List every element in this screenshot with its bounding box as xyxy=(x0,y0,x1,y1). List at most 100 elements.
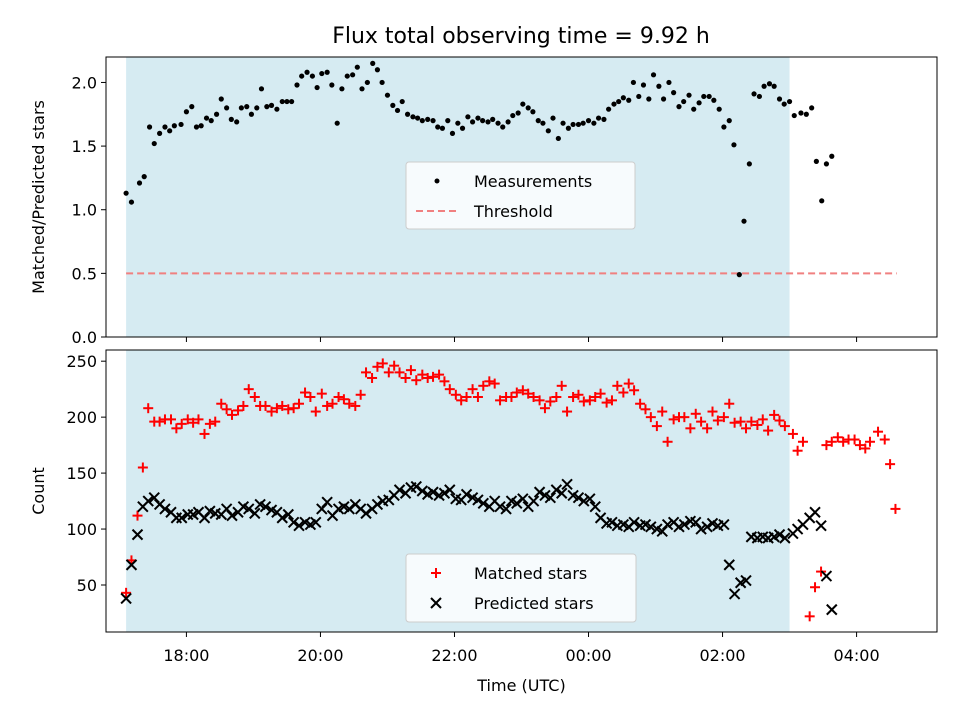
matched-star-point xyxy=(243,384,254,395)
predicted-star-point-b xyxy=(271,506,283,518)
predicted-star-point-b xyxy=(820,570,833,582)
matched-star-point xyxy=(377,358,388,369)
matched-star-point xyxy=(792,445,803,456)
measurement-point xyxy=(213,111,220,117)
matched-star-point xyxy=(132,510,143,521)
predicted-star-point-b xyxy=(321,496,333,508)
predicted-star-point-b xyxy=(779,532,791,544)
measurement-point xyxy=(289,98,295,105)
measurement-point xyxy=(656,83,662,89)
matched-star-point xyxy=(226,409,237,420)
predicted-star-point-b xyxy=(259,500,272,513)
predicted-star-point-b xyxy=(371,498,384,511)
measurement-point xyxy=(640,82,647,88)
predicted-star-point-b xyxy=(220,503,233,515)
matched-star-point xyxy=(849,434,860,445)
predicted-star-point-b xyxy=(165,506,177,518)
predicted-star-point-b xyxy=(120,592,132,605)
matched-star-point xyxy=(595,388,606,399)
measurement-point xyxy=(660,96,667,102)
matched-star-point xyxy=(804,611,815,622)
measurement-point xyxy=(485,119,491,125)
predicted-star-point xyxy=(645,521,657,533)
predicted-star-point-b xyxy=(282,508,294,521)
matched-star-point xyxy=(545,396,556,407)
matched-star-point xyxy=(467,384,478,395)
measurement-point xyxy=(646,96,652,102)
predicted-star-point-b xyxy=(701,521,713,533)
predicted-star-point xyxy=(293,519,305,532)
measurement-point xyxy=(798,110,804,116)
legend-x-marker xyxy=(430,597,442,609)
measurement-point xyxy=(167,128,173,134)
matched-star-point xyxy=(456,395,467,406)
legend-marker-measurements xyxy=(434,178,440,184)
matched-star-point xyxy=(260,400,271,411)
matched-star-point xyxy=(635,398,646,409)
matched-star-point xyxy=(769,409,780,420)
predicted-star-point-b xyxy=(243,503,255,515)
predicted-star-point-b xyxy=(237,500,250,513)
measurement-point xyxy=(706,93,712,100)
matched-star-point xyxy=(685,423,696,434)
predicted-star-point-b xyxy=(249,507,261,520)
x-tick-label: 20:00 xyxy=(297,646,343,665)
predicted-star-point-b xyxy=(517,493,529,505)
measurement-point xyxy=(264,104,270,110)
legend-label-measurements: Measurements xyxy=(474,172,592,191)
matched-star-point xyxy=(188,417,199,428)
matched-star-point xyxy=(171,423,182,434)
predicted-star-point-b xyxy=(606,516,618,529)
matched-star-point xyxy=(779,421,790,432)
predicted-star-point xyxy=(740,574,752,587)
predicted-star-point-b xyxy=(472,494,484,506)
predicted-star-point-b xyxy=(740,574,752,587)
predicted-star-point-b xyxy=(561,478,573,490)
predicted-star-point xyxy=(259,500,272,513)
legend-marker-predicted-stars xyxy=(430,597,442,609)
predicted-star-point xyxy=(393,484,406,496)
matched-star-point xyxy=(629,385,640,396)
matched-star-point xyxy=(832,432,843,443)
predicted-star-point xyxy=(282,508,294,521)
predicted-star-point-b xyxy=(488,495,501,507)
measurement-point xyxy=(786,98,793,105)
predicted-star-point-b xyxy=(589,500,601,513)
matched-star-point xyxy=(838,436,849,447)
matched-star-point xyxy=(355,389,366,400)
matched-star-point xyxy=(573,389,584,400)
predicted-star-point xyxy=(276,512,288,524)
measurement-point xyxy=(565,125,572,131)
y-tick-label: 200 xyxy=(66,408,97,427)
measurement-point xyxy=(379,79,385,86)
measurement-point xyxy=(334,120,340,126)
measurement-point xyxy=(560,120,566,126)
y-tick-label: 100 xyxy=(66,520,97,539)
matched-star-point xyxy=(718,412,729,423)
matched-star-point xyxy=(372,361,383,372)
predicted-star-point xyxy=(371,498,384,511)
count-panel-frame xyxy=(105,349,938,633)
x-tick-label: 04:00 xyxy=(834,646,880,665)
measurement-point xyxy=(364,79,370,86)
legend-label-predicted-stars: Predicted stars xyxy=(474,594,594,613)
predicted-star-point xyxy=(556,487,568,499)
measurement-point xyxy=(268,102,275,108)
predicted-star-point xyxy=(718,518,730,531)
measurement-point xyxy=(203,115,210,121)
predicted-star-point-b xyxy=(533,486,546,498)
measurement-point xyxy=(829,153,835,159)
predicted-star-point-b xyxy=(594,512,607,524)
y-tick-label: 50 xyxy=(77,576,97,595)
measurement-point xyxy=(716,106,722,112)
matched-star-point xyxy=(310,406,321,417)
matched-star-point xyxy=(333,392,344,402)
measurement-point xyxy=(324,69,330,75)
predicted-star-point-b xyxy=(450,493,462,505)
predicted-star-point xyxy=(628,516,640,529)
predicted-star-point-b xyxy=(572,492,585,504)
predicted-star-point xyxy=(661,518,674,531)
matched-star-point xyxy=(489,378,500,389)
measurement-point xyxy=(813,158,819,164)
predicted-star-point-b xyxy=(176,512,188,524)
